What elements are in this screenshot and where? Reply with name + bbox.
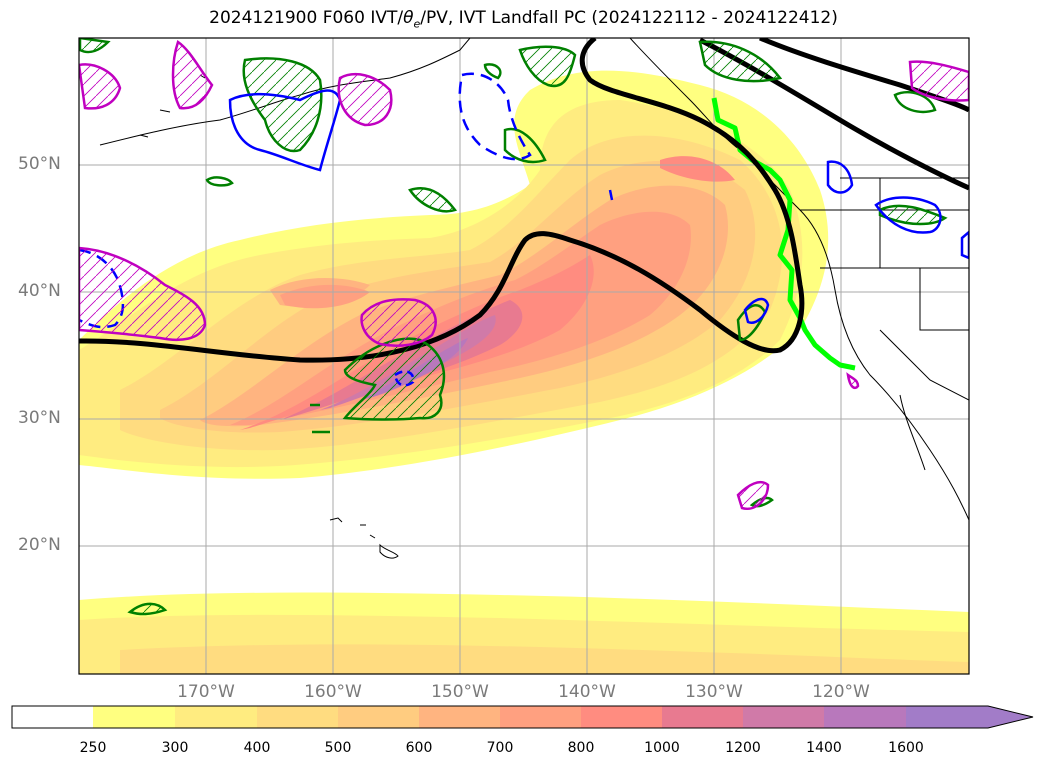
colorbar-label: 800 — [567, 740, 595, 756]
lat-label-30n: 30°N — [18, 408, 61, 428]
colorbar-label: 250 — [79, 740, 107, 756]
map-title: 2024121900 F060 IVT/θe/PV, IVT Landfall … — [209, 8, 838, 31]
ivt-band-1400 — [360, 338, 468, 400]
colorbar-label: 1400 — [806, 740, 842, 756]
lat-label-20n: 20°N — [18, 535, 61, 555]
colorbar-label: 1200 — [725, 740, 761, 756]
theta-e-contours — [79, 38, 948, 616]
colorbar-label: 600 — [405, 740, 433, 756]
lon-label-140w: 140°W — [558, 682, 616, 702]
ivt-south-band-3 — [120, 644, 969, 674]
lon-label-170w: 170°W — [177, 682, 235, 702]
colorbar-label: 500 — [324, 740, 352, 756]
ivt-band-1200 — [320, 315, 496, 410]
lat-label-50n: 50°N — [18, 154, 61, 174]
colorbar-label: 300 — [161, 740, 189, 756]
colorbar — [11, 705, 1034, 729]
colorbar-label: 1600 — [888, 740, 924, 756]
lon-label-150w: 150°W — [431, 682, 489, 702]
ivt-hatched-regions — [79, 40, 969, 511]
lon-label-130w: 130°W — [685, 682, 743, 702]
colorbar-label: 400 — [243, 740, 271, 756]
lon-label-120w: 120°W — [812, 682, 870, 702]
lat-label-40n: 40°N — [18, 281, 61, 301]
map-frame — [78, 37, 970, 675]
colorbar-label: 700 — [486, 740, 514, 756]
graticule — [79, 38, 969, 674]
lon-label-160w: 160°W — [304, 682, 362, 702]
colorbar-label: 1000 — [644, 740, 680, 756]
